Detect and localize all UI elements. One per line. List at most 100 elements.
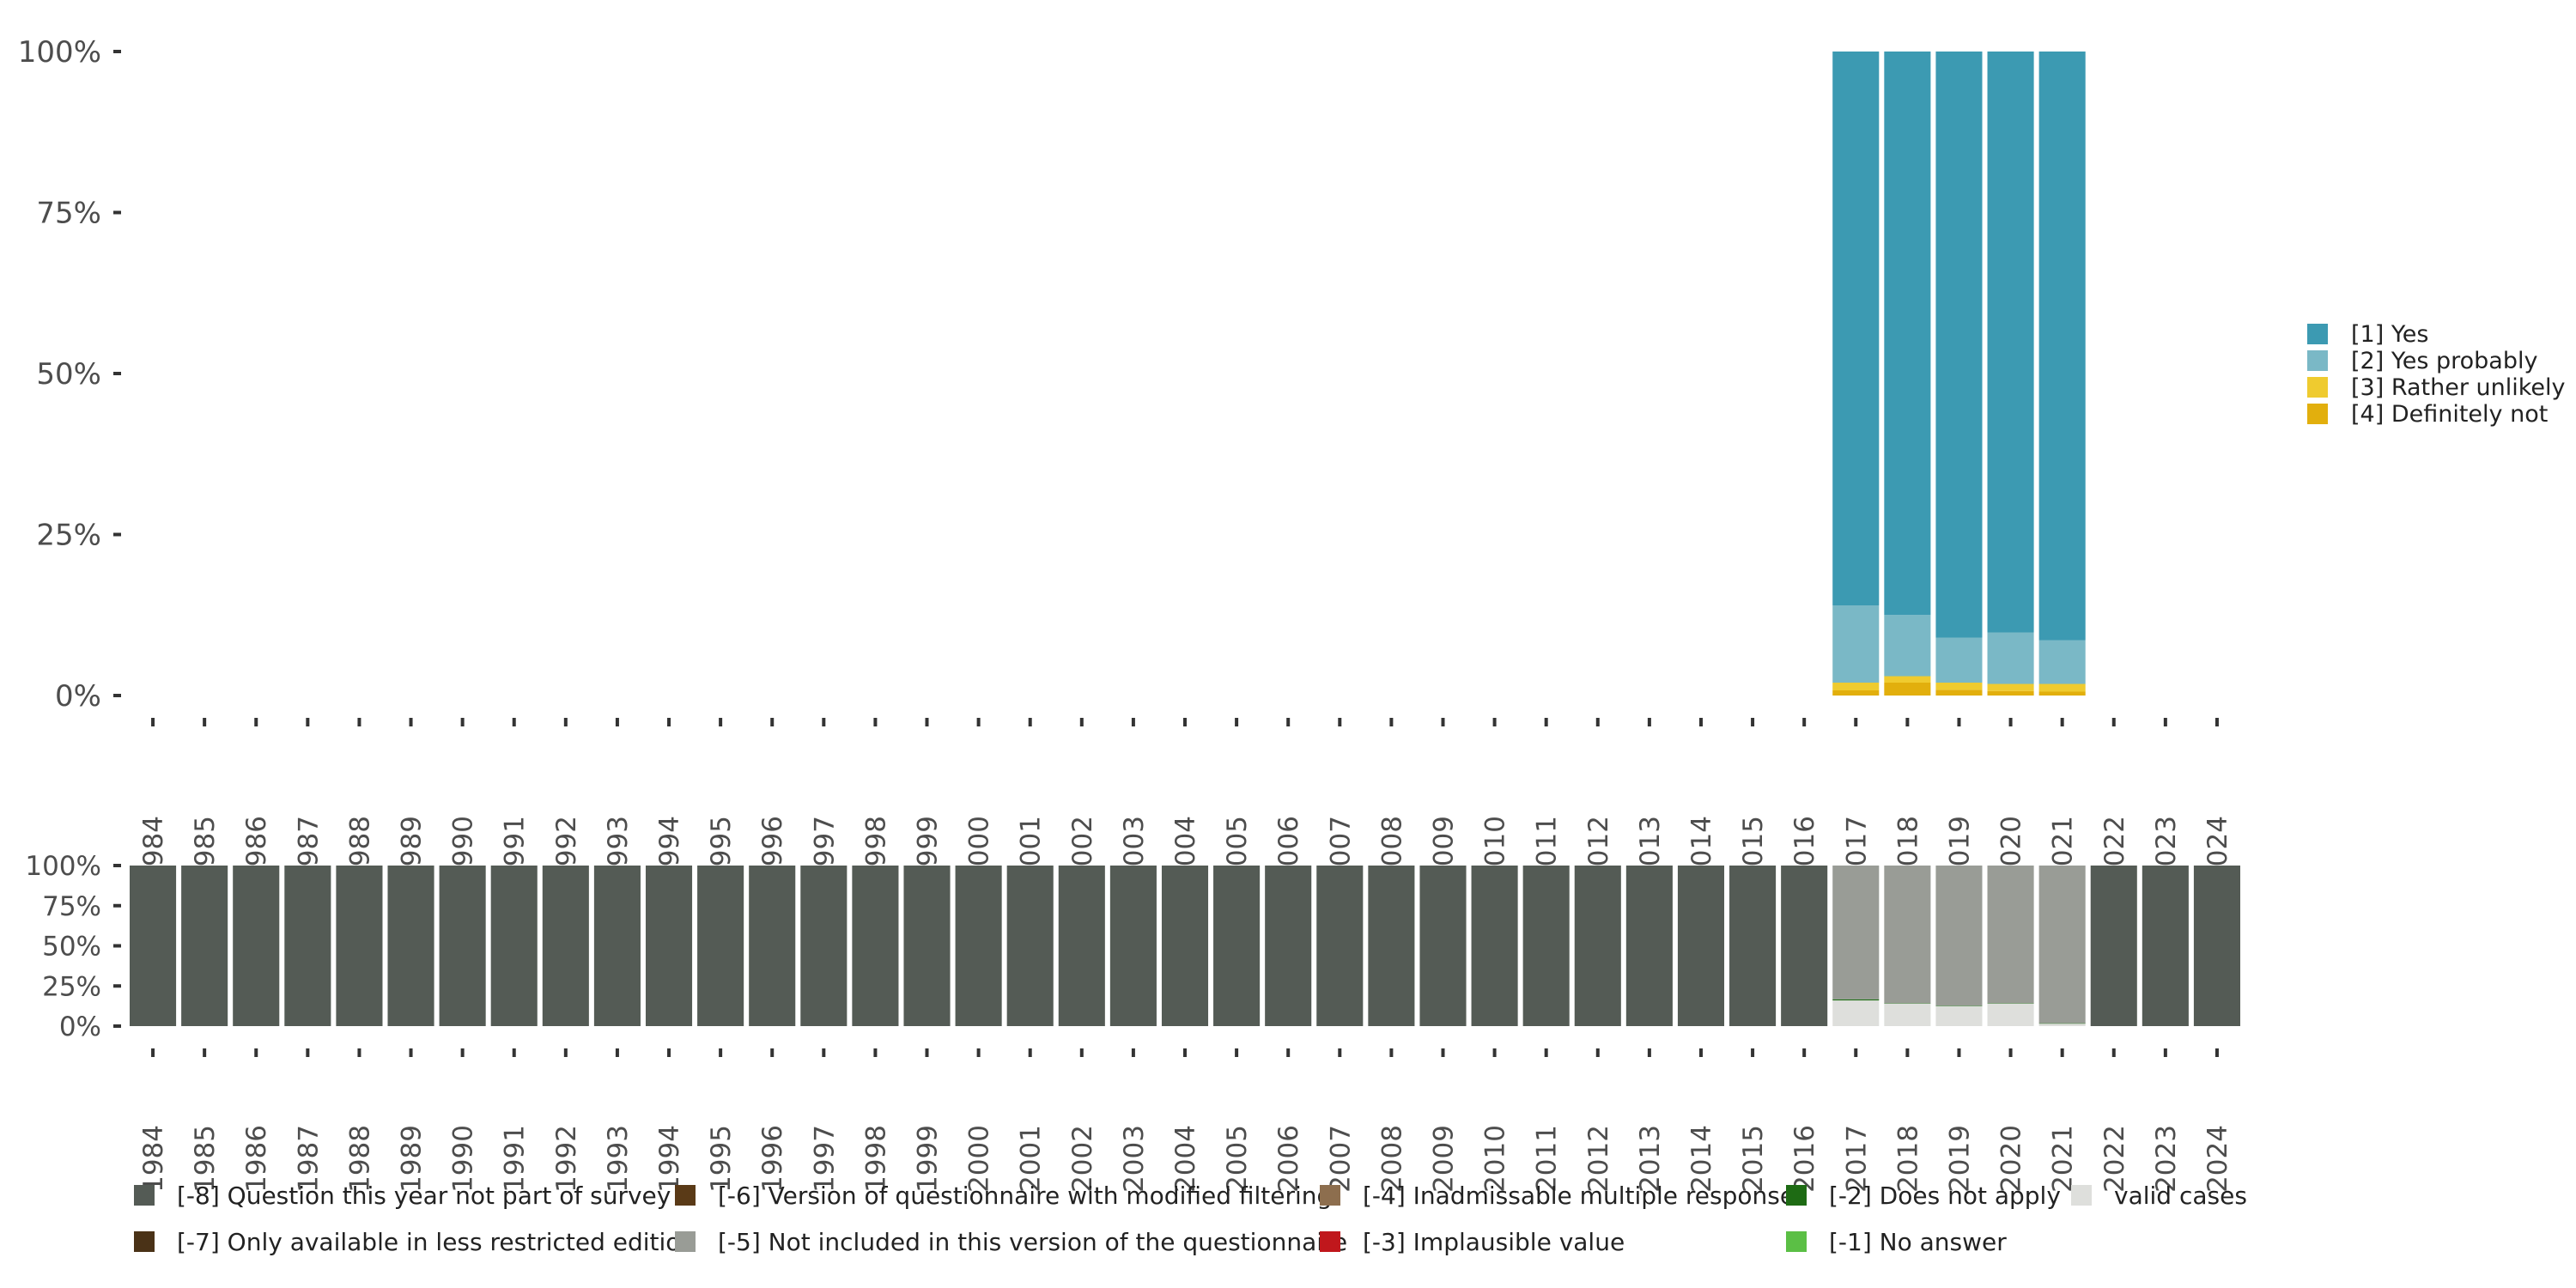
legend-label: [4] Definitely not: [2351, 401, 2548, 428]
legend-swatch-6-version-of-questionnaire-with-modified-filtering: [675, 1185, 696, 1206]
bottom-x-tick-label: 1984: [138, 1125, 169, 1193]
bottom-bar-1996-8-question-this-year-not-part-of-survey: [749, 866, 796, 1026]
legend-swatch-3-rather-unlikely: [2307, 377, 2328, 398]
bottom-bar-2018-2-does-not-apply: [1884, 1003, 1931, 1004]
top-bar-2017-4-definitely-not: [1832, 690, 1880, 696]
bottom-bar-2021-valid-cases: [2038, 1024, 2086, 1026]
bottom-bar-2014-8-question-this-year-not-part-of-survey: [1677, 866, 1725, 1026]
bottom-bar-2009-8-question-this-year-not-part-of-survey: [1419, 866, 1467, 1026]
legend-label: [-3] Implausible value: [1363, 1228, 1625, 1256]
bottom-x-tick-label: 2016: [1789, 1125, 1820, 1193]
bottom-bar-1995-8-question-this-year-not-part-of-survey: [697, 866, 744, 1026]
bottom-x-tick-label: 1987: [293, 1125, 324, 1193]
bottom-bar-2006-8-question-this-year-not-part-of-survey: [1265, 866, 1312, 1026]
bottom-bar-1984-8-question-this-year-not-part-of-survey: [130, 866, 177, 1026]
top-chart: 0%25%50%75%100%1984 1985 1986 1987 1988 1989 1…: [18, 35, 2233, 884]
top-bar-2017-3-rather-unlikely: [1832, 683, 1880, 690]
bottom-bar-2004-8-question-this-year-not-part-of-survey: [1161, 866, 1209, 1026]
legend-swatch-7-only-available-in-less-restricted-edition: [134, 1231, 155, 1252]
bottom-bar-2002-8-question-this-year-not-part-of-survey: [1058, 866, 1105, 1026]
bottom-x-tick-label: 1985: [190, 1125, 221, 1193]
top-bar-2017-1-yes: [1832, 52, 1880, 605]
legend-label: [-6] Version of questionnaire with modif…: [718, 1182, 1332, 1210]
bottom-x-tick-label: 2012: [1583, 1125, 1614, 1193]
bottom-x-tick-label: 1996: [757, 1125, 788, 1193]
bottom-bar-1988-8-question-this-year-not-part-of-survey: [336, 866, 383, 1026]
bottom-x-tick-label: 1991: [500, 1125, 531, 1193]
bottom-x-tick-label: 2001: [1016, 1125, 1047, 1193]
bottom-x-tick-label: 2015: [1738, 1125, 1769, 1193]
bottom-x-tick-label: 2002: [1067, 1125, 1098, 1193]
bottom-bar-2005-8-question-this-year-not-part-of-survey: [1213, 866, 1261, 1026]
top-bar-2020-1-yes: [1987, 52, 2034, 633]
bottom-x-tick-label: 1990: [448, 1125, 479, 1193]
legend-swatch-1-yes: [2307, 324, 2328, 344]
top-bar-2020-3-rather-unlikely: [1987, 683, 2034, 691]
top-bar-2021-1-yes: [2038, 52, 2086, 641]
bottom-bar-2018-5-not-included-in-this-version-of-the-questionnaire: [1884, 866, 1931, 1004]
bottom-y-tick-label: 50%: [42, 932, 101, 963]
bottom-bar-2011-8-question-this-year-not-part-of-survey: [1522, 866, 1570, 1026]
bottom-chart: 0% 25% 50% 75% 100% 1984 1985 1986 1987 1988 1989 1…: [25, 851, 2240, 1193]
top-bar-2018-4-definitely-not: [1884, 683, 1931, 696]
bottom-x-tick-label: 2004: [1170, 1125, 1201, 1193]
bottom-bar-2013-8-question-this-year-not-part-of-survey: [1625, 866, 1673, 1026]
top-y-tick-label: 50%: [36, 357, 101, 392]
legend-swatch-3-implausible-value: [1320, 1231, 1340, 1252]
legend-label: [-2] Does not apply: [1829, 1182, 2061, 1210]
bottom-y-tick-label: 75%: [42, 891, 101, 922]
top-y-tick-label: 25%: [36, 519, 101, 553]
legend-swatch-2-yes-probably: [2307, 350, 2328, 371]
bottom-x-tick-label: 1988: [344, 1125, 375, 1193]
top-chart-legend: [1] Yes[2] Yes probably[3] Rather unlike…: [2307, 321, 2566, 428]
legend-label: [-8] Question this year not part of surv…: [177, 1182, 671, 1210]
bottom-bar-2021-5-not-included-in-this-version-of-the-questionnaire: [2038, 866, 2086, 1024]
bottom-bar-1997-8-question-this-year-not-part-of-survey: [800, 866, 848, 1026]
bottom-bar-2022-8-question-this-year-not-part-of-survey: [2090, 866, 2137, 1026]
bottom-x-tick-label: 2010: [1480, 1125, 1511, 1193]
bottom-x-tick-label: 2017: [1841, 1125, 1872, 1193]
bottom-x-tick-label: 1995: [706, 1125, 737, 1193]
bottom-bar-2012-8-question-this-year-not-part-of-survey: [1574, 866, 1621, 1026]
bottom-x-tick-label: 2018: [1893, 1125, 1923, 1193]
bottom-bar-2000-8-question-this-year-not-part-of-survey: [955, 866, 1002, 1026]
top-y-tick-label: 100%: [18, 35, 101, 70]
bottom-bar-2017-2-does-not-apply: [1832, 999, 1880, 1001]
bottom-x-tick-label: 1989: [397, 1125, 428, 1193]
bottom-y-tick-label: 25%: [42, 971, 101, 1002]
bottom-bar-2023-8-question-this-year-not-part-of-survey: [2142, 866, 2189, 1026]
bottom-bar-2019-2-does-not-apply: [1935, 1005, 1983, 1006]
bottom-bar-2017-valid-cases: [1832, 1000, 1880, 1026]
bottom-x-tick-label: 2011: [1532, 1125, 1563, 1193]
bottom-bar-2020-2-does-not-apply: [1987, 1003, 2034, 1004]
bottom-x-tick-label: 1999: [913, 1125, 944, 1193]
legend-label: [3] Rather unlikely: [2351, 374, 2566, 401]
bottom-bar-2018-valid-cases: [1884, 1003, 1931, 1026]
top-bar-2018-3-rather-unlikely: [1884, 676, 1931, 683]
bottom-bar-2017-5-not-included-in-this-version-of-the-questionnaire: [1832, 866, 1880, 999]
bottom-bar-2010-8-question-this-year-not-part-of-survey: [1471, 866, 1518, 1026]
bottom-bar-2003-8-question-this-year-not-part-of-survey: [1109, 866, 1157, 1026]
top-bar-2020-4-definitely-not: [1987, 690, 2034, 696]
bottom-x-tick-label: 2022: [2099, 1125, 2130, 1193]
legend-label: valid cases: [2114, 1182, 2247, 1210]
bottom-bar-1994-8-question-this-year-not-part-of-survey: [645, 866, 693, 1026]
legend-label: [-5] Not included in this version of the…: [718, 1228, 1347, 1256]
bottom-x-tick-label: 2003: [1119, 1125, 1150, 1193]
bottom-bar-1999-8-question-this-year-not-part-of-survey: [903, 866, 951, 1026]
top-bar-2019-2-yes-probably: [1935, 637, 1983, 683]
bottom-bar-1986-8-question-this-year-not-part-of-survey: [233, 866, 280, 1026]
bottom-x-tick-label: 1986: [241, 1125, 272, 1193]
bottom-bar-2016-8-question-this-year-not-part-of-survey: [1781, 866, 1828, 1026]
bottom-bar-1990-8-question-this-year-not-part-of-survey: [439, 866, 486, 1026]
bottom-x-tick-label: 2009: [1428, 1125, 1459, 1193]
bottom-x-tick-label: 2005: [1222, 1125, 1253, 1193]
bottom-bar-2020-5-not-included-in-this-version-of-the-questionnaire: [1987, 866, 2034, 1004]
top-bar-2019-1-yes: [1935, 52, 1983, 638]
bottom-bar-1993-8-question-this-year-not-part-of-survey: [593, 866, 641, 1026]
legend-swatch-4-inadmissable-multiple-response: [1320, 1185, 1340, 1206]
bottom-x-tick-label: 2019: [1944, 1125, 1975, 1193]
bottom-x-tick-label: 2008: [1376, 1125, 1407, 1193]
top-y-tick-label: 0%: [55, 679, 101, 714]
